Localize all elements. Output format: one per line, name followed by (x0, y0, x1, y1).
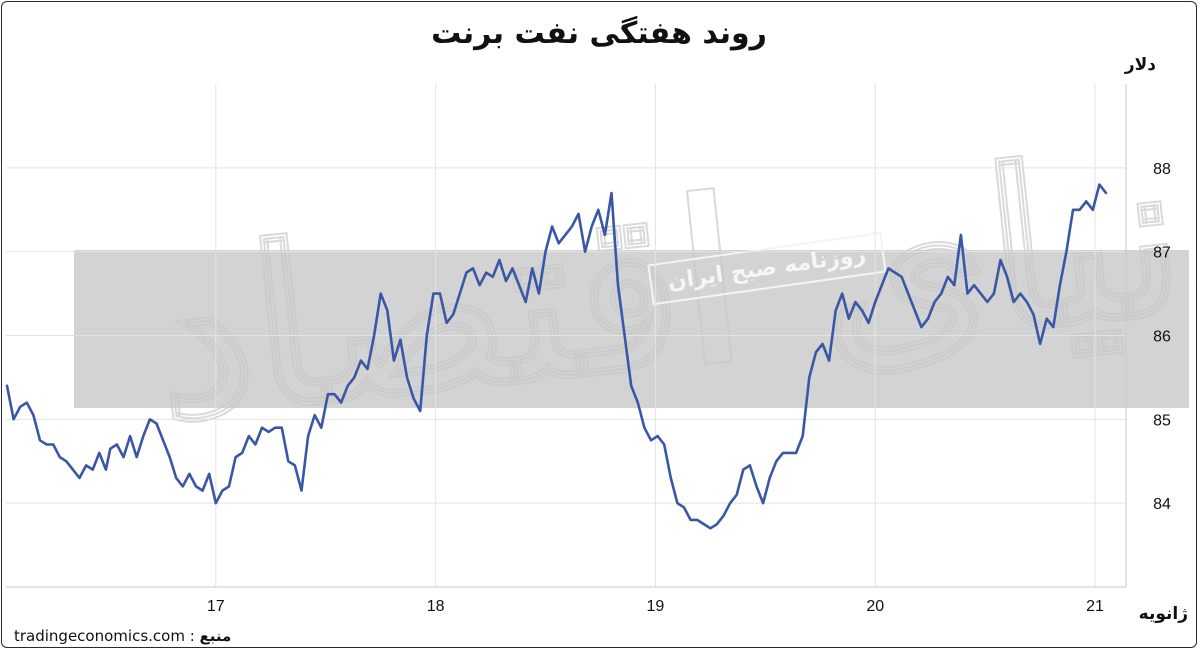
x-tick-label: 21 (1086, 598, 1104, 615)
source-url: tradingeconomics.com (14, 627, 185, 645)
x-tick-label: 19 (647, 598, 665, 615)
x-tick-labels: 17 18 19 20 21 (207, 598, 1104, 615)
y-tick-label: 86 (1153, 329, 1171, 346)
x-axis-label: ژانویه (1138, 604, 1188, 624)
grid (6, 84, 1126, 587)
brent-price-line (5, 183, 1108, 530)
x-tick-label: 20 (866, 598, 884, 615)
y-tick-label: 87 (1153, 245, 1171, 262)
source-separator: : (184, 627, 200, 645)
y-tick-label: 84 (1153, 496, 1171, 513)
x-tick-label: 18 (427, 598, 445, 615)
chart-title: روند هفتگی نفت برنت (431, 16, 767, 51)
source-label: منبع (199, 627, 232, 645)
x-tick-label: 17 (207, 598, 225, 615)
y-tick-label: 85 (1153, 412, 1171, 429)
y-axis-label: دلار (1124, 55, 1156, 75)
source-note: tradingeconomics.com : منبع (14, 627, 231, 645)
y-tick-labels: 84 85 86 87 88 (1153, 161, 1171, 513)
y-tick-label: 88 (1153, 161, 1171, 178)
